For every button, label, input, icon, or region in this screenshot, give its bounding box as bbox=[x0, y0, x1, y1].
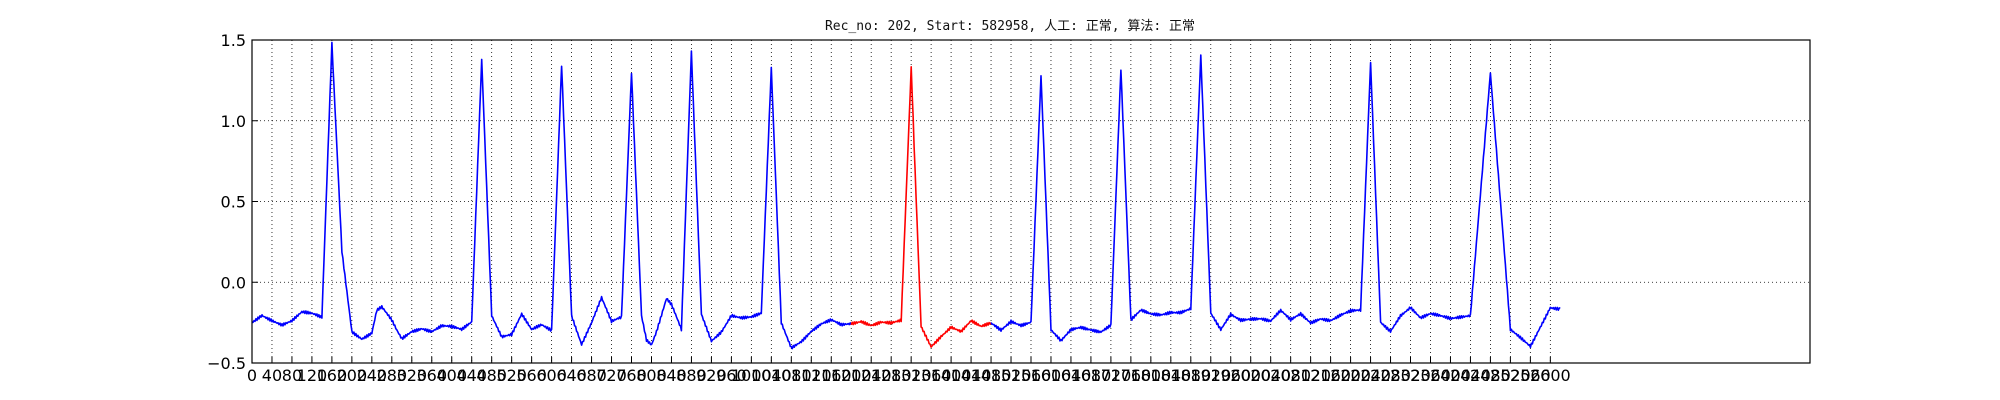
x-tick-label: 1000 bbox=[731, 366, 772, 385]
x-tick-label: 2040 bbox=[1250, 366, 1291, 385]
x-tick-label: 720 bbox=[596, 366, 627, 385]
x-tick-label: 2320 bbox=[1390, 366, 1431, 385]
x-tick-label: 680 bbox=[576, 366, 607, 385]
y-tick-label: −0.5 bbox=[207, 354, 246, 373]
y-axis-ticks: −0.5 0.0 0.5 1.0 1.5 bbox=[207, 31, 258, 373]
x-tick-label: 2000 bbox=[1230, 366, 1271, 385]
ecg-trace-highlight bbox=[850, 66, 992, 348]
x-tick-label: 1520 bbox=[991, 366, 1032, 385]
x-tick-label: 1200 bbox=[831, 366, 872, 385]
x-tick-label: 2440 bbox=[1450, 366, 1491, 385]
x-tick-label: 2520 bbox=[1490, 366, 1531, 385]
x-tick-label: 920 bbox=[696, 366, 727, 385]
x-tick-label: 400 bbox=[436, 366, 467, 385]
x-tick-label: 0 bbox=[247, 366, 257, 385]
x-tick-label: 120 bbox=[297, 366, 328, 385]
x-tick-label: 40 bbox=[262, 366, 282, 385]
x-tick-label: 800 bbox=[636, 366, 667, 385]
chart-title: Rec_no: 202, Start: 582958, 人工: 正常, 算法: … bbox=[825, 19, 1195, 34]
x-tick-label: 280 bbox=[377, 366, 408, 385]
x-tick-label: 160 bbox=[317, 366, 348, 385]
x-tick-label: 1160 bbox=[811, 366, 852, 385]
x-tick-label: 1720 bbox=[1091, 366, 1132, 385]
x-tick-label: 2120 bbox=[1290, 366, 1331, 385]
x-tick-label: 1040 bbox=[751, 366, 792, 385]
x-tick-label: 880 bbox=[676, 366, 707, 385]
x-tick-label: 1120 bbox=[791, 366, 832, 385]
x-tick-label: 480 bbox=[476, 366, 507, 385]
ecg-trace-segment bbox=[990, 54, 1561, 349]
x-tick-label: 200 bbox=[337, 366, 368, 385]
y-tick-label: 1.0 bbox=[221, 112, 246, 131]
x-tick-label: 1920 bbox=[1190, 366, 1231, 385]
x-tick-label: 2240 bbox=[1350, 366, 1391, 385]
x-tick-label: 2080 bbox=[1270, 366, 1311, 385]
x-tick-label: 520 bbox=[496, 366, 527, 385]
ecg-trace-segment bbox=[251, 41, 852, 350]
x-tick-label: 600 bbox=[536, 366, 567, 385]
x-tick-label: 1640 bbox=[1051, 366, 1092, 385]
x-tick-label: 1680 bbox=[1071, 366, 1112, 385]
x-tick-label: 240 bbox=[357, 366, 388, 385]
x-tick-label: 1400 bbox=[931, 366, 972, 385]
y-tick-label: 0.0 bbox=[221, 273, 246, 292]
x-tick-label: 640 bbox=[556, 366, 587, 385]
x-tick-label: 1280 bbox=[871, 366, 912, 385]
x-tick-label: 1480 bbox=[971, 366, 1012, 385]
x-tick-label: 80 bbox=[282, 366, 302, 385]
x-tick-label: 2160 bbox=[1310, 366, 1351, 385]
x-tick-label: 2600 bbox=[1530, 366, 1571, 385]
x-tick-label: 960 bbox=[716, 366, 747, 385]
y-tick-label: 0.5 bbox=[221, 193, 246, 212]
x-tick-label: 1560 bbox=[1011, 366, 1052, 385]
x-tick-label: 2280 bbox=[1370, 366, 1411, 385]
x-tick-label: 2200 bbox=[1330, 366, 1371, 385]
x-tick-label: 2560 bbox=[1510, 366, 1551, 385]
y-tick-label: 1.5 bbox=[221, 31, 246, 50]
x-tick-label: 1960 bbox=[1210, 366, 1251, 385]
x-tick-label: 1440 bbox=[951, 366, 992, 385]
ecg-signal bbox=[251, 41, 1561, 350]
x-tick-label: 1360 bbox=[911, 366, 952, 385]
x-tick-label: 440 bbox=[456, 366, 487, 385]
x-tick-label: 320 bbox=[397, 366, 428, 385]
x-tick-label: 1080 bbox=[771, 366, 812, 385]
x-tick-label: 840 bbox=[656, 366, 687, 385]
x-tick-label: 1600 bbox=[1031, 366, 1072, 385]
x-tick-label: 1880 bbox=[1170, 366, 1211, 385]
x-tick-label: 1800 bbox=[1130, 366, 1171, 385]
x-tick-label: 560 bbox=[516, 366, 547, 385]
x-tick-label: 2400 bbox=[1430, 366, 1471, 385]
x-tick-label: 1760 bbox=[1111, 366, 1152, 385]
x-tick-label: 760 bbox=[616, 366, 647, 385]
x-tick-label: 2480 bbox=[1470, 366, 1511, 385]
x-axis-ticks: 0 40 8012016020024028032036040044048052056… bbox=[247, 357, 1571, 385]
x-tick-label: 2360 bbox=[1410, 366, 1451, 385]
x-tick-label: 360 bbox=[416, 366, 447, 385]
x-tick-label: 1840 bbox=[1150, 366, 1191, 385]
x-tick-label: 1240 bbox=[851, 366, 892, 385]
x-tick-label: 1320 bbox=[891, 366, 932, 385]
